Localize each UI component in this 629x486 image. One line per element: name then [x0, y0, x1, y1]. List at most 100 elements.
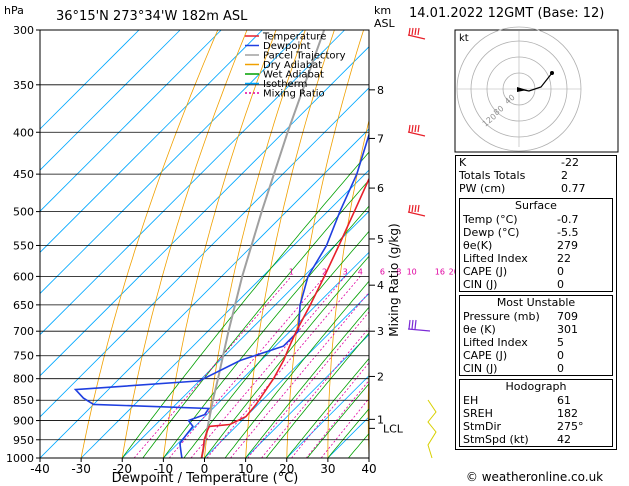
- wind-barb: [407, 328, 431, 332]
- hodograph-stat-row: StmDir 275°: [460, 420, 612, 433]
- most-unstable-value: 5: [557, 336, 564, 349]
- pressure-label: 450: [13, 168, 34, 181]
- surface-row: Dewp (°C) -5.5: [460, 226, 612, 239]
- copyright-footer: © weatheronline.co.uk: [465, 470, 604, 484]
- x-tick-label: 20: [279, 462, 294, 476]
- legend-entry: Dry Adiabat: [263, 60, 322, 71]
- profiles: [73, 30, 369, 458]
- surface-row: CAPE (J) 0: [460, 265, 612, 278]
- most-unstable-value: 0: [557, 362, 564, 375]
- dry-adiabat-line: [121, 30, 248, 458]
- indices-panel: K -22 Totals Totals 2 PW (cm) 0.77 Surface …: [455, 155, 617, 450]
- mixing-ratio-label: 6: [380, 267, 385, 276]
- mixing-ratio-label: 3: [343, 267, 348, 276]
- isotherm-line: [40, 30, 181, 171]
- wet-adiabat-line: [286, 357, 369, 458]
- wind-barb-flag: [408, 124, 411, 133]
- surface-label: Lifted Index: [463, 252, 528, 265]
- legend-entry: Mixing Ratio: [263, 89, 325, 100]
- wind-barb-flag: [417, 204, 420, 213]
- low-level-wind-trace: [427, 399, 437, 459]
- storm-motion-marker: [517, 87, 527, 92]
- most-unstable-label: CIN (J): [463, 362, 498, 375]
- surface-label: Dewp (°C): [463, 226, 520, 239]
- hodograph-stat-value: 182: [557, 407, 578, 420]
- lcl-label: LCL: [383, 422, 404, 435]
- dry-adiabat-line: [163, 30, 277, 458]
- pressure-label: 400: [13, 126, 34, 139]
- mixing-ratio-label: 16: [435, 267, 445, 276]
- surface-value: 0: [557, 278, 564, 291]
- mixing-ratio-label: 4: [358, 267, 363, 276]
- surface-label: CIN (J): [463, 278, 498, 291]
- km-tick-label: 6: [377, 182, 384, 195]
- wind-barb-flag: [408, 204, 411, 213]
- surface-label: θe(K): [463, 239, 493, 252]
- most-unstable-section: Most Unstable Pressure (mb) 709 θe (K) 301 L…: [459, 295, 613, 376]
- dewpoint-profile: [73, 132, 369, 458]
- hodograph-stat-row: EH 61: [460, 394, 612, 407]
- pressure-label: 300: [13, 24, 34, 37]
- km-tick-label: 3: [377, 325, 384, 338]
- x-tick-label: -10: [154, 462, 174, 476]
- mixing-ratio-labels: 12346810162025: [289, 267, 473, 276]
- temperature-profile: [200, 177, 369, 458]
- mixing-ratio-line: [206, 276, 361, 458]
- wind-barb-flag: [408, 27, 411, 36]
- most-unstable-label: CAPE (J): [463, 349, 508, 362]
- wind-barb-flag: [417, 27, 420, 36]
- hodograph-stat-row: SREH 182: [460, 407, 612, 420]
- x-axis-title: Dewpoint / Temperature (°C): [112, 471, 299, 486]
- pressure-label: 900: [13, 415, 34, 428]
- wind-barb: [407, 211, 426, 217]
- legend-entry: Parcel Trajectory: [263, 51, 346, 62]
- hodograph-stat-label: StmSpd (kt): [463, 433, 529, 446]
- dry-adiabat-line: [407, 30, 451, 458]
- hodograph-frame: [454, 29, 619, 153]
- hodograph-stat-label: StmDir: [463, 420, 502, 433]
- isotherm-line: [80, 169, 369, 458]
- pressure-label: 700: [13, 325, 34, 338]
- most-unstable-row: Pressure (mb) 709: [460, 310, 612, 323]
- pressure-label: 600: [13, 270, 34, 283]
- hodograph-unit: kt: [459, 33, 469, 44]
- pressure-label: 850: [13, 394, 34, 407]
- surface-label: Temp (°C): [463, 213, 518, 226]
- temperature-axis: -40 -30 -20 -10 0 10 20 30 40: [30, 458, 377, 476]
- most-unstable-title: Most Unstable: [496, 296, 576, 309]
- pressure-label: 1000: [6, 452, 34, 465]
- isotherm-line: [40, 87, 369, 418]
- isotherm-line: [40, 30, 263, 253]
- mixing-ratio-line: [230, 291, 369, 458]
- hodograph-stat-label: EH: [463, 394, 479, 407]
- isotherm-line: [40, 30, 304, 295]
- hodograph-stat-label: SREH: [463, 407, 493, 420]
- most-unstable-value: 709: [557, 310, 578, 323]
- legend-entry: Isotherm: [263, 79, 307, 90]
- surface-value: 22: [557, 252, 571, 265]
- x-tick-label: 40: [361, 462, 376, 476]
- index-k: K -22: [459, 156, 579, 169]
- wind-barb-flag: [414, 319, 417, 330]
- x-tick-label: -40: [30, 462, 50, 476]
- surface-value: -0.7: [557, 213, 579, 226]
- wet-adiabat-line: [327, 408, 369, 458]
- wind-barb-flag: [414, 27, 417, 36]
- x-tick-label: 0: [201, 462, 209, 476]
- mixing-ratio-label: 8: [396, 267, 401, 276]
- isotherm-line: [40, 128, 369, 458]
- most-unstable-value: 301: [557, 323, 578, 336]
- isotherm-line: [40, 30, 140, 130]
- km-tick-label: 4: [377, 279, 384, 292]
- surface-row: Lifted Index 22: [460, 252, 612, 265]
- most-unstable-label: θe (K): [463, 323, 496, 336]
- isotherm-line: [245, 334, 369, 458]
- parcel-trajectory: [200, 30, 326, 458]
- pressure-label: 800: [13, 373, 34, 386]
- most-unstable-label: Lifted Index: [463, 336, 528, 349]
- hodograph-stat-row: StmSpd (kt) 42: [460, 433, 612, 446]
- pressure-label: 500: [13, 206, 34, 219]
- mixing-ratio-line: [190, 276, 346, 458]
